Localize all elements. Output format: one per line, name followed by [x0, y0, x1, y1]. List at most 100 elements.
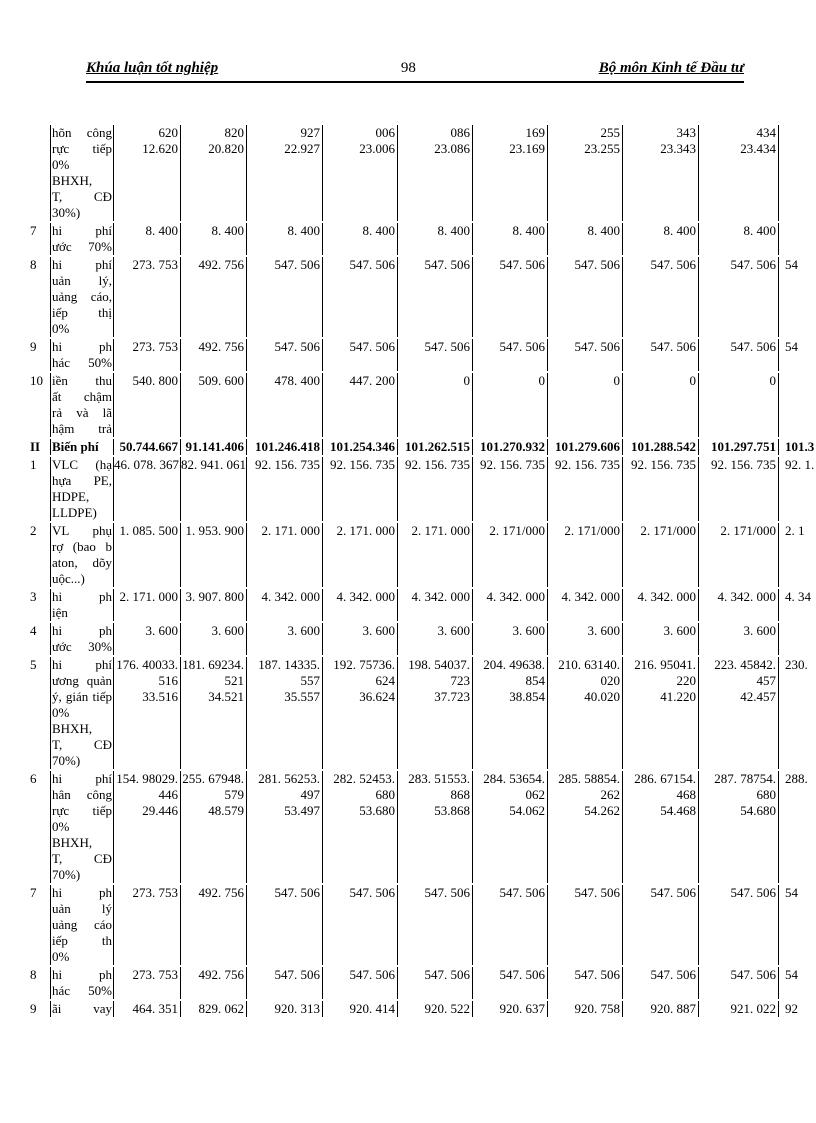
- table-cell: 283. 51553. 868 53.868: [398, 771, 473, 883]
- table-cell: 540. 800: [114, 373, 181, 437]
- table-cell: 192. 75736. 624 36.624: [323, 657, 398, 769]
- table-cell: 434 23.434: [699, 125, 779, 221]
- table-cell: 1. 085. 500: [114, 523, 181, 587]
- table-row: 1 VLC (hạ hựa PE, HDPE, LLDPE) 46. 078. 367 82…: [28, 457, 816, 523]
- table-cell: 829. 062: [181, 1001, 247, 1017]
- table-cell: 273. 753: [114, 339, 181, 371]
- table-cell: 101.3: [779, 439, 816, 455]
- table-cell: 920. 758: [548, 1001, 623, 1017]
- table-cell: 101.279.606: [548, 439, 623, 455]
- table-cell: 920. 887: [623, 1001, 699, 1017]
- table-cell: 547. 506: [548, 257, 623, 337]
- table-cell: 547. 506: [548, 967, 623, 999]
- row-number: 5: [30, 657, 37, 672]
- table-cell: 273. 753: [114, 885, 181, 965]
- table-cell: 547. 506: [398, 967, 473, 999]
- table-cell: 54: [779, 339, 816, 371]
- table-cell: 8. 400: [473, 223, 548, 255]
- table-cell: 198. 54037. 723 37.723: [398, 657, 473, 769]
- table-cell: 547. 506: [323, 257, 398, 337]
- table-cell: 927 22.927: [247, 125, 323, 221]
- table-cell: 547. 506: [699, 967, 779, 999]
- table-cell: 2. 171/000: [473, 523, 548, 587]
- table-cell: 620 12.620: [114, 125, 181, 221]
- table-row: 10 iền thu ất chậm rả và lã hậm trả 540. 800 5…: [28, 373, 816, 439]
- row-label: hõn công rực tiếp 0% BHXH, T, CĐ 30%): [50, 125, 114, 221]
- table-cell: 4. 342. 000: [398, 589, 473, 621]
- row-number: 10: [30, 373, 43, 388]
- table-cell: 101.297.751: [699, 439, 779, 455]
- row-number: 6: [30, 771, 37, 786]
- row-number: II: [30, 439, 41, 454]
- table-row: 7 hi ph uản lý uảng cáo iếp th 0% 273. 753 492.…: [28, 885, 816, 967]
- table-cell: 4. 342. 000: [548, 589, 623, 621]
- table-cell: 547. 506: [247, 257, 323, 337]
- table-row: 9 ãi vay 464. 351 829. 062 920. 313 920. 414 9…: [28, 1001, 816, 1019]
- table-cell: 82. 941. 061: [181, 457, 247, 521]
- table-cell: 101.254.346: [323, 439, 398, 455]
- table-cell: 210. 63140. 020 40.020: [548, 657, 623, 769]
- table-cell: 91.141.406: [181, 439, 247, 455]
- table-cell: 176. 40033. 516 33.516: [114, 657, 181, 769]
- table-cell: 2. 171. 000: [398, 523, 473, 587]
- table-row: II Biến phí 50.744.667 91.141.406 101.246.41…: [28, 439, 816, 457]
- table-cell: 92. 156. 735: [473, 457, 548, 521]
- row-number: 9: [30, 339, 37, 354]
- table-cell: 273. 753: [114, 257, 181, 337]
- table-cell: 187. 14335. 557 35.557: [247, 657, 323, 769]
- row-number: 4: [30, 623, 37, 638]
- table-cell: 287. 78754. 680 54.680: [699, 771, 779, 883]
- table-cell: 282. 52453. 680 53.680: [323, 771, 398, 883]
- row-number: 2: [30, 523, 37, 538]
- table-cell: 0: [623, 373, 699, 437]
- table-row: 3 hi ph iện 2. 171. 000 3. 907. 800 4. 342. 0…: [28, 589, 816, 623]
- table-cell: 4. 342. 000: [473, 589, 548, 621]
- table-cell: 547. 506: [473, 339, 548, 371]
- table-cell: 230.: [779, 657, 816, 769]
- table-cell: 4. 342. 000: [623, 589, 699, 621]
- table-cell: 492. 756: [181, 257, 247, 337]
- table-cell: 273. 753: [114, 967, 181, 999]
- table-row: hõn công rực tiếp 0% BHXH, T, CĐ 30%) 620 12.62…: [28, 125, 816, 223]
- table-row: 8 hi phí uản lý, uảng cáo, iếp thị 0% 273. 753…: [28, 257, 816, 339]
- table-cell: 92. 156. 735: [548, 457, 623, 521]
- table-cell: 086 23.086: [398, 125, 473, 221]
- table-cell: 50.744.667: [114, 439, 181, 455]
- table-cell: 284. 53654. 062 54.062: [473, 771, 548, 883]
- row-label: hi phí uản lý, uảng cáo, iếp thị 0%: [50, 257, 114, 337]
- table-cell: 285. 58854. 262 54.262: [548, 771, 623, 883]
- table-cell: 8. 400: [323, 223, 398, 255]
- table-cell: 464. 351: [114, 1001, 181, 1017]
- table-row: 8 hi ph hác 50% 273. 753 492. 756 547. 506 547…: [28, 967, 816, 1001]
- row-number: 7: [30, 885, 37, 900]
- table-cell: 920. 414: [323, 1001, 398, 1017]
- row-label: VL phụ rợ (bao b aton, dõy uộc...): [50, 523, 114, 587]
- table-cell: 46. 078. 367: [114, 457, 181, 521]
- table-cell: 3. 600: [323, 623, 398, 655]
- table-cell: 0: [548, 373, 623, 437]
- table-cell: 8. 400: [699, 223, 779, 255]
- row-label: hi ph ước 30%: [50, 623, 114, 655]
- table-cell: 181. 69234. 521 34.521: [181, 657, 247, 769]
- row-number: 8: [30, 257, 37, 272]
- table-cell: 2. 171. 000: [247, 523, 323, 587]
- table-cell: 2. 171/000: [699, 523, 779, 587]
- table-cell: 547. 506: [398, 885, 473, 965]
- table-cell: 2. 171. 000: [114, 589, 181, 621]
- table-cell: [779, 223, 816, 255]
- table-cell: 492. 756: [181, 967, 247, 999]
- table-cell: 154. 98029. 446 29.446: [114, 771, 181, 883]
- table-cell: 2. 1: [779, 523, 816, 587]
- table-cell: 478. 400: [247, 373, 323, 437]
- table-cell: [779, 125, 816, 221]
- table-row: 5 hi phí ương quản ý, gián tiếp 0% BHXH, T, CĐ…: [28, 657, 816, 771]
- cost-table: hõn công rực tiếp 0% BHXH, T, CĐ 30%) 620 12.62…: [28, 125, 816, 1019]
- table-cell: 4. 342. 000: [699, 589, 779, 621]
- table-cell: 3. 600: [181, 623, 247, 655]
- table-cell: 92. 1.: [779, 457, 816, 521]
- table-cell: 8. 400: [181, 223, 247, 255]
- table-cell: 3. 600: [548, 623, 623, 655]
- row-label: hi ph uản lý uảng cáo iếp th 0%: [50, 885, 114, 965]
- table-cell: 92. 156. 735: [699, 457, 779, 521]
